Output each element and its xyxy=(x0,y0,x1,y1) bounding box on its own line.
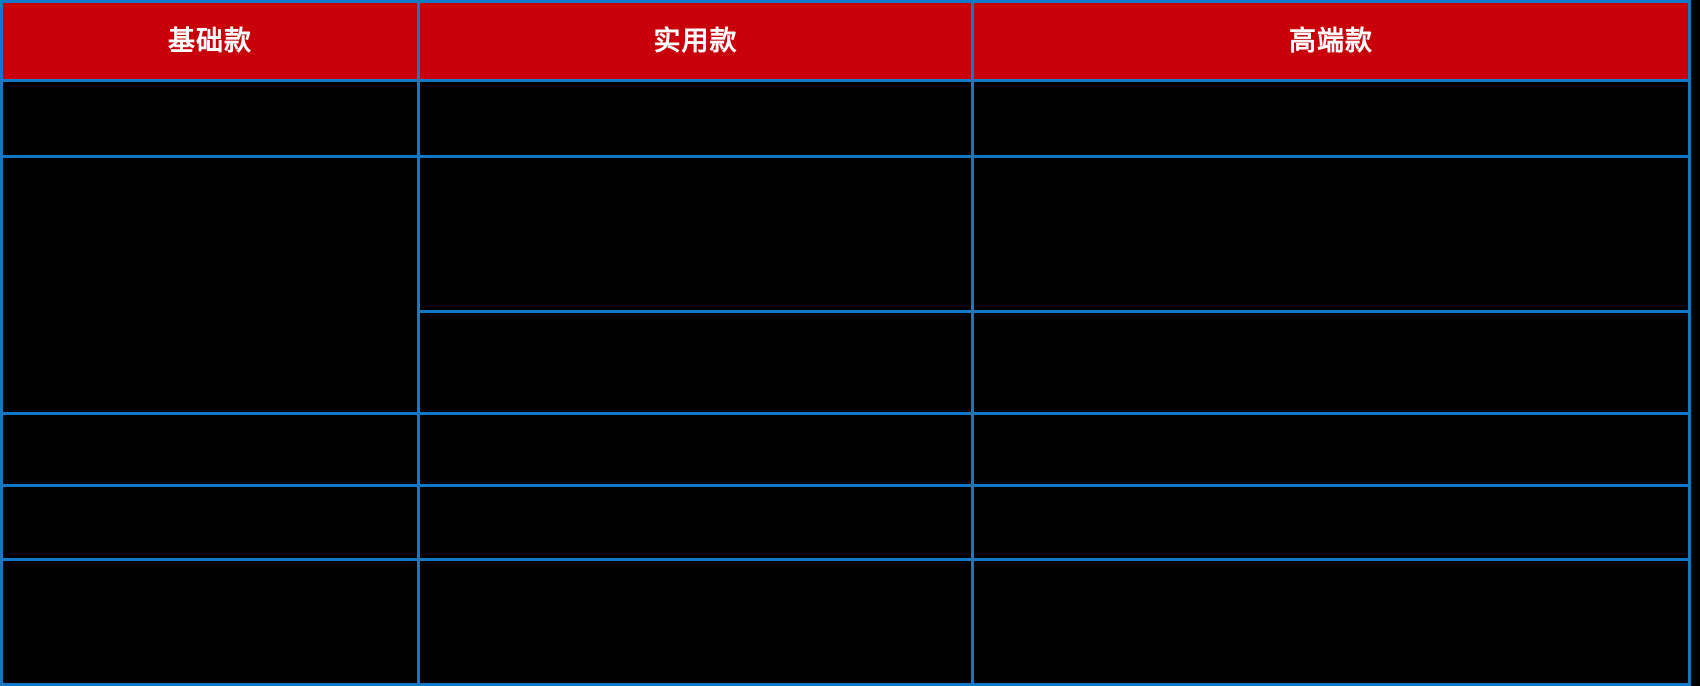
table-row xyxy=(0,79,1691,158)
table-cell xyxy=(417,484,974,561)
column-header-practical: 实用款 xyxy=(417,0,974,82)
table-header: 基础款 实用款 高端款 xyxy=(0,0,1691,82)
column-header-practical-label: 实用款 xyxy=(653,26,738,56)
column-header-premium-label: 高端款 xyxy=(1289,26,1373,56)
table-row xyxy=(0,412,1691,487)
table-cell xyxy=(971,79,1691,158)
table-row xyxy=(0,155,1691,415)
table-cell xyxy=(971,310,1691,415)
table-cell-merged xyxy=(0,155,420,415)
table-row xyxy=(0,558,1691,686)
table-cell xyxy=(0,558,420,686)
table-row xyxy=(2,310,1691,415)
table-cell xyxy=(417,412,974,487)
table-cell xyxy=(0,412,420,487)
column-header-premium: 高端款 xyxy=(971,0,1691,82)
column-header-basic: 基础款 xyxy=(0,0,420,82)
table-cell xyxy=(0,484,420,561)
table-cell xyxy=(417,79,974,158)
table-row xyxy=(0,484,1691,561)
table-cell xyxy=(971,155,1691,313)
table-cell xyxy=(0,79,420,158)
table-cell xyxy=(417,155,974,313)
table-cell xyxy=(417,310,974,415)
table-cell xyxy=(971,484,1691,561)
table-cell xyxy=(971,412,1691,487)
column-header-basic-label: 基础款 xyxy=(168,26,252,56)
table-header-row: 基础款 实用款 高端款 xyxy=(0,0,1691,82)
table-cell xyxy=(417,558,974,686)
table-body xyxy=(0,79,1691,686)
table-cell xyxy=(971,558,1691,686)
